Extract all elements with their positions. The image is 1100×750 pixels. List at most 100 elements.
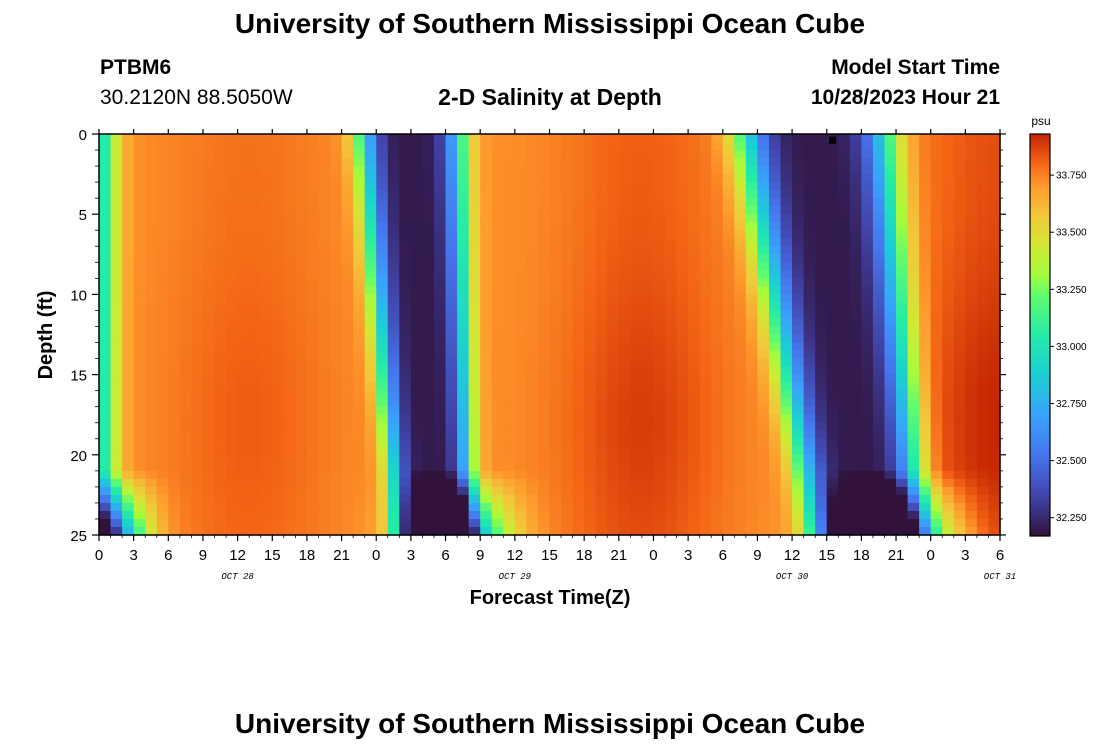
- heatmap-cell: [214, 190, 227, 199]
- heatmap-cell: [676, 486, 689, 496]
- x-tick-label: 18: [853, 547, 870, 564]
- heatmap-cell: [884, 374, 897, 384]
- heatmap-cell: [792, 462, 805, 472]
- heatmap-cell: [133, 190, 146, 199]
- heatmap-cell: [364, 294, 377, 304]
- heatmap-cell: [653, 278, 666, 287]
- heatmap-cell: [815, 374, 828, 384]
- heatmap-cell: [145, 406, 158, 416]
- heatmap-cell: [919, 382, 932, 392]
- heatmap-cell: [942, 446, 955, 456]
- heatmap-cell: [191, 398, 204, 408]
- heatmap-cell: [214, 278, 227, 287]
- heatmap-cell: [122, 262, 135, 271]
- heatmap-cell: [283, 374, 296, 384]
- heatmap-cell: [503, 246, 516, 255]
- heatmap-cell: [838, 510, 851, 520]
- heatmap-cell: [237, 422, 250, 432]
- heatmap-cell: [757, 238, 770, 247]
- heatmap-cell: [734, 254, 747, 263]
- heatmap-cell: [191, 166, 204, 175]
- heatmap-cell: [133, 262, 146, 271]
- heatmap-cell: [711, 470, 724, 480]
- heatmap-cell: [780, 486, 793, 496]
- heatmap-cell: [272, 278, 285, 287]
- heatmap-cell: [572, 414, 585, 424]
- heatmap-cell: [353, 334, 366, 344]
- heatmap-cell: [711, 502, 724, 512]
- heatmap-cell: [272, 326, 285, 336]
- heatmap-cell: [734, 374, 747, 384]
- heatmap-cell: [410, 406, 424, 416]
- heatmap-cell: [907, 190, 920, 199]
- heatmap-cell: [283, 334, 296, 344]
- heatmap-cell: [722, 278, 735, 287]
- heatmap-cell: [549, 526, 562, 536]
- heatmap-cell: [249, 222, 262, 231]
- heatmap-cell: [561, 150, 574, 159]
- heatmap-cell: [410, 198, 424, 207]
- heatmap-cell: [110, 286, 123, 295]
- heatmap-cell: [260, 510, 273, 520]
- heatmap-cell: [306, 190, 320, 199]
- heatmap-cell: [884, 518, 897, 528]
- heatmap-cell: [306, 406, 320, 416]
- heatmap-cell: [526, 526, 539, 536]
- heatmap-cell: [953, 358, 966, 368]
- heatmap-cell: [179, 462, 193, 472]
- heatmap-cell: [99, 430, 112, 440]
- heatmap-cell: [930, 190, 943, 199]
- heatmap-cell: [306, 382, 320, 392]
- y-tick-label: 20: [70, 448, 87, 465]
- heatmap-cell: [341, 518, 354, 528]
- heatmap-cell: [145, 422, 158, 432]
- heatmap-cell: [249, 318, 262, 328]
- heatmap-cell: [734, 206, 747, 215]
- heatmap-cell: [896, 446, 909, 456]
- heatmap-cell: [584, 302, 597, 312]
- heatmap-cell: [422, 406, 435, 416]
- heatmap-cell: [168, 206, 181, 215]
- heatmap-cell: [665, 350, 678, 360]
- heatmap-cell: [930, 214, 943, 223]
- heatmap-cell: [896, 254, 909, 263]
- heatmap-cell: [503, 422, 516, 432]
- heatmap-cell: [549, 518, 562, 528]
- heatmap-cell: [156, 190, 169, 199]
- heatmap-cell: [734, 182, 747, 191]
- heatmap-cell: [480, 302, 493, 312]
- heatmap-cell: [953, 334, 966, 344]
- heatmap-cell: [202, 134, 216, 143]
- heatmap-cell: [849, 230, 862, 239]
- heatmap-cell: [988, 518, 1001, 528]
- heatmap-cell: [745, 382, 759, 392]
- heatmap-cell: [295, 398, 308, 408]
- heatmap-cell: [191, 190, 204, 199]
- heatmap-cell: [688, 398, 701, 408]
- heatmap-cell: [826, 166, 839, 175]
- heatmap-cell: [330, 438, 343, 448]
- heatmap-cell: [826, 310, 839, 320]
- heatmap-cell: [306, 390, 320, 400]
- heatmap-cell: [468, 446, 481, 456]
- heatmap-cell: [838, 190, 851, 199]
- heatmap-cell: [295, 478, 308, 488]
- heatmap-cell: [387, 286, 400, 295]
- heatmap-cell: [214, 462, 227, 472]
- heatmap-cell: [145, 518, 158, 528]
- heatmap-cell: [468, 374, 481, 384]
- heatmap-cell: [711, 414, 724, 424]
- heatmap-cell: [930, 142, 943, 151]
- heatmap-cell: [410, 142, 424, 151]
- heatmap-cell: [214, 326, 227, 336]
- heatmap-cell: [237, 510, 250, 520]
- heatmap-cell: [942, 206, 955, 215]
- heatmap-cell: [838, 406, 851, 416]
- heatmap-cell: [226, 198, 239, 207]
- heatmap-cell: [757, 222, 770, 231]
- heatmap-cell: [907, 174, 920, 183]
- heatmap-cell: [156, 334, 169, 344]
- heatmap-cell: [688, 190, 701, 199]
- heatmap-cell: [133, 342, 146, 352]
- heatmap-cell: [930, 150, 943, 159]
